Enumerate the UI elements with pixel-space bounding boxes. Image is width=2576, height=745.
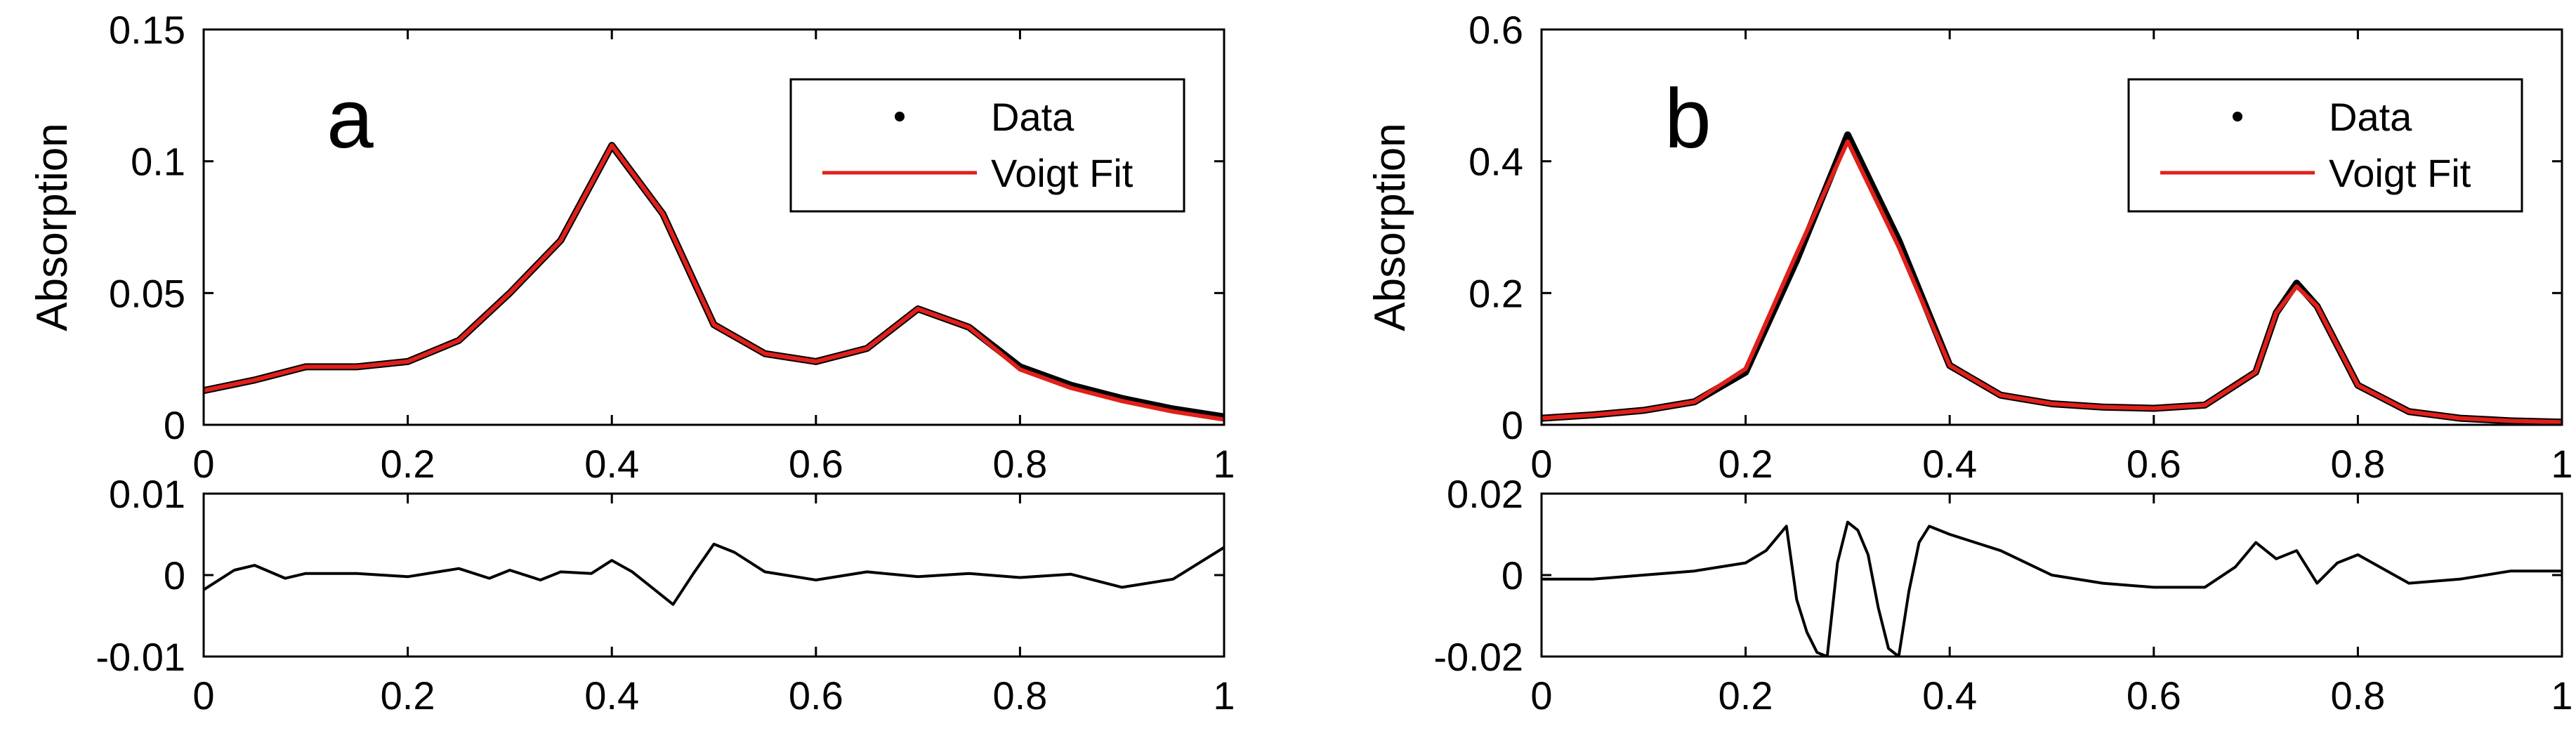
chart-0-xtick-label-0: 0	[192, 442, 214, 486]
chart-0-legend-box	[789, 78, 1185, 213]
chart-1-xtick-label-1: 0.2	[381, 673, 435, 718]
chart-1-xtick-label-2: 0.4	[584, 673, 639, 718]
chart-2-legend-data-marker	[2233, 112, 2242, 121]
chart-0-legend-label-data: Data	[991, 95, 1075, 139]
chart-1-xtick-label-4: 0.8	[992, 673, 1047, 718]
chart-3-xtick-label-2: 0.4	[1922, 673, 1977, 718]
chart-0-axes-frame	[202, 28, 1225, 426]
chart-0-ylabel: Absorption	[28, 123, 77, 331]
chart-3-ytick-label-1: 0	[1501, 553, 1523, 598]
chart-1-xtick-label-3: 0.6	[789, 673, 843, 718]
chart-0-xtick-label-2: 0.4	[584, 442, 639, 486]
chart-2-panel-label: b	[1664, 72, 1711, 166]
chart-2-legend-box	[2127, 78, 2523, 213]
chart-3-series-residual-line	[1542, 520, 2562, 657]
chart-2-legend-label-data: Data	[2329, 95, 2412, 139]
chart-2-xtick-label-3: 0.6	[2127, 442, 2181, 486]
chart-2-ylabel: Absorption	[1366, 123, 1414, 331]
chart-2-axes-frame	[1540, 28, 2563, 426]
chart-3-xtick-label-0: 0	[1530, 673, 1552, 718]
chart-1-series-residual-line	[204, 542, 1224, 606]
chart-1-ytick-label-2: 0.01	[109, 472, 185, 516]
chart-0-xtick-label-4: 0.8	[992, 442, 1047, 486]
chart-3-ytick-label-2: 0.02	[1447, 472, 1523, 516]
chart-0-series-voigt-fit-line	[204, 143, 1224, 422]
chart-0-legend-label-fit: Voigt Fit	[991, 151, 1133, 195]
chart-2-xtick-label-1: 0.2	[1719, 442, 1773, 486]
chart-2-xtick-label-5: 1	[2551, 442, 2572, 486]
chart-2-xtick-label-2: 0.4	[1922, 442, 1977, 486]
chart-0-xtick-label-3: 0.6	[789, 442, 843, 486]
chart-2-ytick-label-0: 0	[1501, 403, 1523, 447]
chart-1-ytick-label-0: -0.01	[96, 635, 185, 679]
chart-0-ytick-label-3: 0.15	[109, 8, 185, 52]
panel-b-main-axes: 0 0.2 0.4 0.6 0.8 1 0 0.2 0.4 0.6 Absorption b Data V…	[1366, 8, 2573, 486]
chart-2-ytick-label-3: 0.6	[1468, 8, 1523, 52]
chart-3-xtick-label-3: 0.6	[2127, 673, 2181, 718]
chart-2-ytick-label-2: 0.4	[1468, 140, 1523, 184]
chart-2-legend-label-fit: Voigt Fit	[2329, 151, 2471, 195]
chart-0-xtick-label-5: 1	[1213, 442, 1235, 486]
chart-0-legend-data-marker	[895, 112, 905, 121]
chart-3-xtick-label-4: 0.8	[2330, 673, 2385, 718]
chart-1-xtick-label-0: 0	[192, 673, 214, 718]
chart-3-xtick-label-5: 1	[2551, 673, 2572, 718]
chart-0-panel-label: a	[327, 72, 374, 166]
panel-a-main-axes: 0 0.2 0.4 0.6 0.8 1 0 0.05 0.1 0.15 Absorption a Dat…	[28, 8, 1235, 486]
chart-0-ytick-label-2: 0.1	[131, 140, 185, 184]
chart-0-ytick-label-0: 0	[164, 403, 185, 447]
chart-2-ytick-label-1: 0.2	[1468, 271, 1523, 315]
chart-2-xtick-label-0: 0	[1530, 442, 1552, 486]
chart-2-xtick-label-4: 0.8	[2330, 442, 2385, 486]
chart-1-ytick-label-1: 0	[164, 553, 185, 598]
chart-2-series-voigt-fit-line	[1542, 139, 2562, 425]
chart-0-xtick-label-1: 0.2	[381, 442, 435, 486]
chart-3-xtick-label-1: 0.2	[1719, 673, 1773, 718]
chart-3-ytick-label-0: -0.02	[1433, 635, 1523, 679]
chart-1-xtick-label-5: 1	[1213, 673, 1235, 718]
chart-0-ytick-label-1: 0.05	[109, 271, 185, 315]
